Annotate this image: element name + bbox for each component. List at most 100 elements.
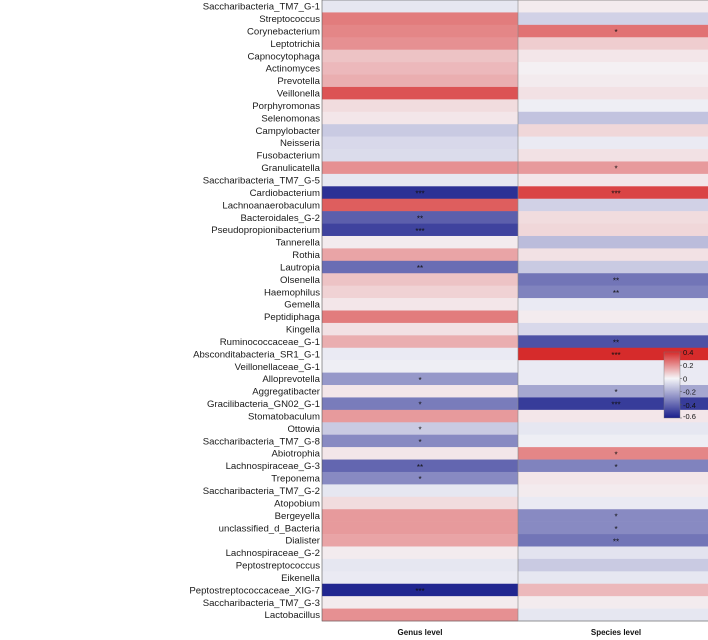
row-label-genus: Treponema (271, 474, 320, 485)
heatmap-cell-genus (322, 347, 518, 361)
heatmap-cell-genus (322, 111, 518, 125)
heatmap-cell-genus (322, 198, 518, 212)
heatmap-cell-species (518, 186, 708, 200)
row-label-genus: Peptostreptococcus (236, 561, 320, 572)
significance-marker-species: * (614, 165, 617, 174)
table-row: PseudopropionibacteriumGranulicatella ad… (211, 223, 708, 237)
row-label-genus: Veillonellaceae_G-1 (235, 362, 320, 373)
heatmap-cell-species (518, 447, 708, 460)
color-scale-legend: 0.4 0.2 0 -0.2 -0.4 -0.6 (663, 348, 696, 421)
row-label-genus: Rothia (292, 250, 320, 261)
significance-marker-species: * (614, 463, 617, 472)
significance-marker-species: * (614, 525, 617, 534)
row-label-genus: Saccharibacteria_TM7_G-2 (203, 486, 320, 497)
heatmap-cell-genus (322, 0, 518, 13)
table-row: Kingellaunclassified_g__Capnocytophaga (286, 322, 708, 336)
table-row: Absconditabacteria_SR1_G-1Actinomyces sp… (193, 347, 708, 361)
table-row: VeillonellaSelenomonas noxia (277, 86, 708, 100)
table-row: Ottowiaunclassified_g__Fusobacterium* (287, 422, 708, 435)
heatmap-cell-genus (322, 484, 518, 498)
heatmap-cell-species (518, 273, 708, 286)
row-label-genus: Alloprevotella (262, 374, 320, 385)
heatmap-cell-species (518, 136, 708, 150)
row-label-genus: Cardiobacterium (250, 188, 320, 199)
table-row: Bacteroidales_G-2Prevotella melaninogeni… (241, 211, 708, 224)
significance-marker-genus: * (418, 376, 421, 385)
table-row: AbiotrophiaLachnoanaerobaculum saburreum… (271, 447, 708, 460)
row-label-genus: Ottowia (287, 424, 320, 435)
row-label-genus: Selenomonas (261, 113, 320, 124)
heatmap-cell-species (518, 248, 708, 262)
significance-marker-genus: * (418, 475, 421, 484)
heatmap-cell-genus (322, 99, 518, 113)
table-row: PrevotellaCapnocytophaga granulosa (277, 74, 708, 88)
table-row: StreptococcusSaccharibacteria_TM7_G-1 ba… (259, 12, 708, 26)
table-row: LautropiaActinomyces naeslundii** (280, 260, 708, 274)
heatmap-cell-species (518, 37, 708, 50)
heatmap-cell-genus (322, 298, 518, 311)
heatmap-cell-species (518, 385, 708, 398)
heatmap-cell-genus (322, 124, 518, 137)
heatmap-cell-species (518, 372, 708, 386)
heatmap-cell-species (518, 260, 708, 274)
legend-tick-label: -0.6 (683, 412, 696, 421)
significance-marker-genus: ** (417, 214, 423, 223)
row-label-genus: Saccharibacteria_TM7_G-3 (203, 598, 320, 609)
row-label-genus: Absconditabacteria_SR1_G-1 (193, 349, 320, 360)
significance-marker-species: *** (611, 190, 620, 199)
heatmap-cell-genus (322, 447, 518, 460)
significance-marker-species: * (614, 450, 617, 459)
heatmap-cell-species (518, 409, 708, 423)
table-row: LachnoanaerobaculumSaccharibacteria_TM7_… (222, 198, 708, 212)
row-label-genus: Peptostreptococcaceae_XIG-7 (189, 585, 320, 596)
table-row: CampylobacterVeillonella parvula (255, 124, 708, 137)
row-label-genus: Atopobium (274, 498, 320, 509)
table-row: Saccharibacteria_TM7_G-1Corynebacterium … (203, 0, 708, 13)
heatmap-cell-species (518, 459, 708, 473)
row-label-genus: Peptidiphaga (264, 312, 321, 323)
heatmap-cell-species (518, 198, 708, 212)
row-label-genus: Aggregatibacter (252, 387, 321, 398)
heatmap-cell-genus (322, 285, 518, 299)
table-row: GemellaStreptococcus gordonii (284, 298, 708, 311)
heatmap-cell-species (518, 74, 708, 88)
row-label-genus: Fusobacterium (257, 151, 320, 162)
significance-marker-species: *** (611, 351, 620, 360)
heatmap-cell-genus (322, 372, 518, 386)
table-row: DialisterLautropia mirabilis** (285, 534, 708, 547)
heatmap-cell-genus (322, 248, 518, 262)
significance-marker-genus: *** (415, 587, 424, 596)
significance-marker-genus: ** (417, 463, 423, 472)
heatmap-cell-species (518, 49, 708, 63)
table-row: Ruminococcaceae_G-1Pseudopropionibacteri… (220, 335, 708, 349)
heatmap-cell-genus (322, 260, 518, 274)
heatmap-cell-species (518, 335, 708, 349)
legend-tick-label: 0.4 (683, 348, 693, 357)
row-label-genus: Pseudopropionibacterium (211, 225, 320, 236)
row-label-genus: Lachnospiraceae_G-2 (226, 548, 320, 559)
table-row: GranulicatellaStreptococcus oralis;subsp… (261, 161, 708, 175)
row-label-genus: Lachnospiraceae_G-3 (226, 461, 320, 472)
row-label-genus: Streptococcus (259, 14, 320, 25)
heatmap-cell-species (518, 223, 708, 237)
row-label-genus: Leptotrichia (270, 39, 320, 50)
legend-tick-label: -0.4 (683, 401, 696, 410)
heatmap-cell-genus (322, 558, 518, 572)
heatmap-cell-species (518, 24, 708, 38)
heatmap-cell-species (518, 12, 708, 26)
significance-marker-genus: * (418, 438, 421, 447)
table-row: AggregatibacterStreptococcus sanguinis* (252, 385, 708, 398)
row-label-genus: Gracilibacteria_GN02_G-1 (207, 399, 320, 410)
table-row: FusobacteriumCampylobacter gracilis (257, 149, 708, 162)
significance-marker-species: * (614, 28, 617, 37)
heatmap-cell-species (518, 509, 708, 522)
heatmap-cell-species (518, 484, 708, 498)
row-label-genus: Saccharibacteria_TM7_G-5 (203, 175, 320, 186)
heatmap-cell-genus (322, 335, 518, 349)
table-row: PeptostreptococcusLeptotrichia sp._HMT_2… (236, 558, 708, 572)
significance-marker-species: ** (613, 276, 619, 285)
heatmap-cell-genus (322, 571, 518, 585)
heatmap-cell-genus (322, 161, 518, 175)
heatmap-cell-genus (322, 62, 518, 75)
row-label-genus: Bergeyella (275, 511, 321, 522)
